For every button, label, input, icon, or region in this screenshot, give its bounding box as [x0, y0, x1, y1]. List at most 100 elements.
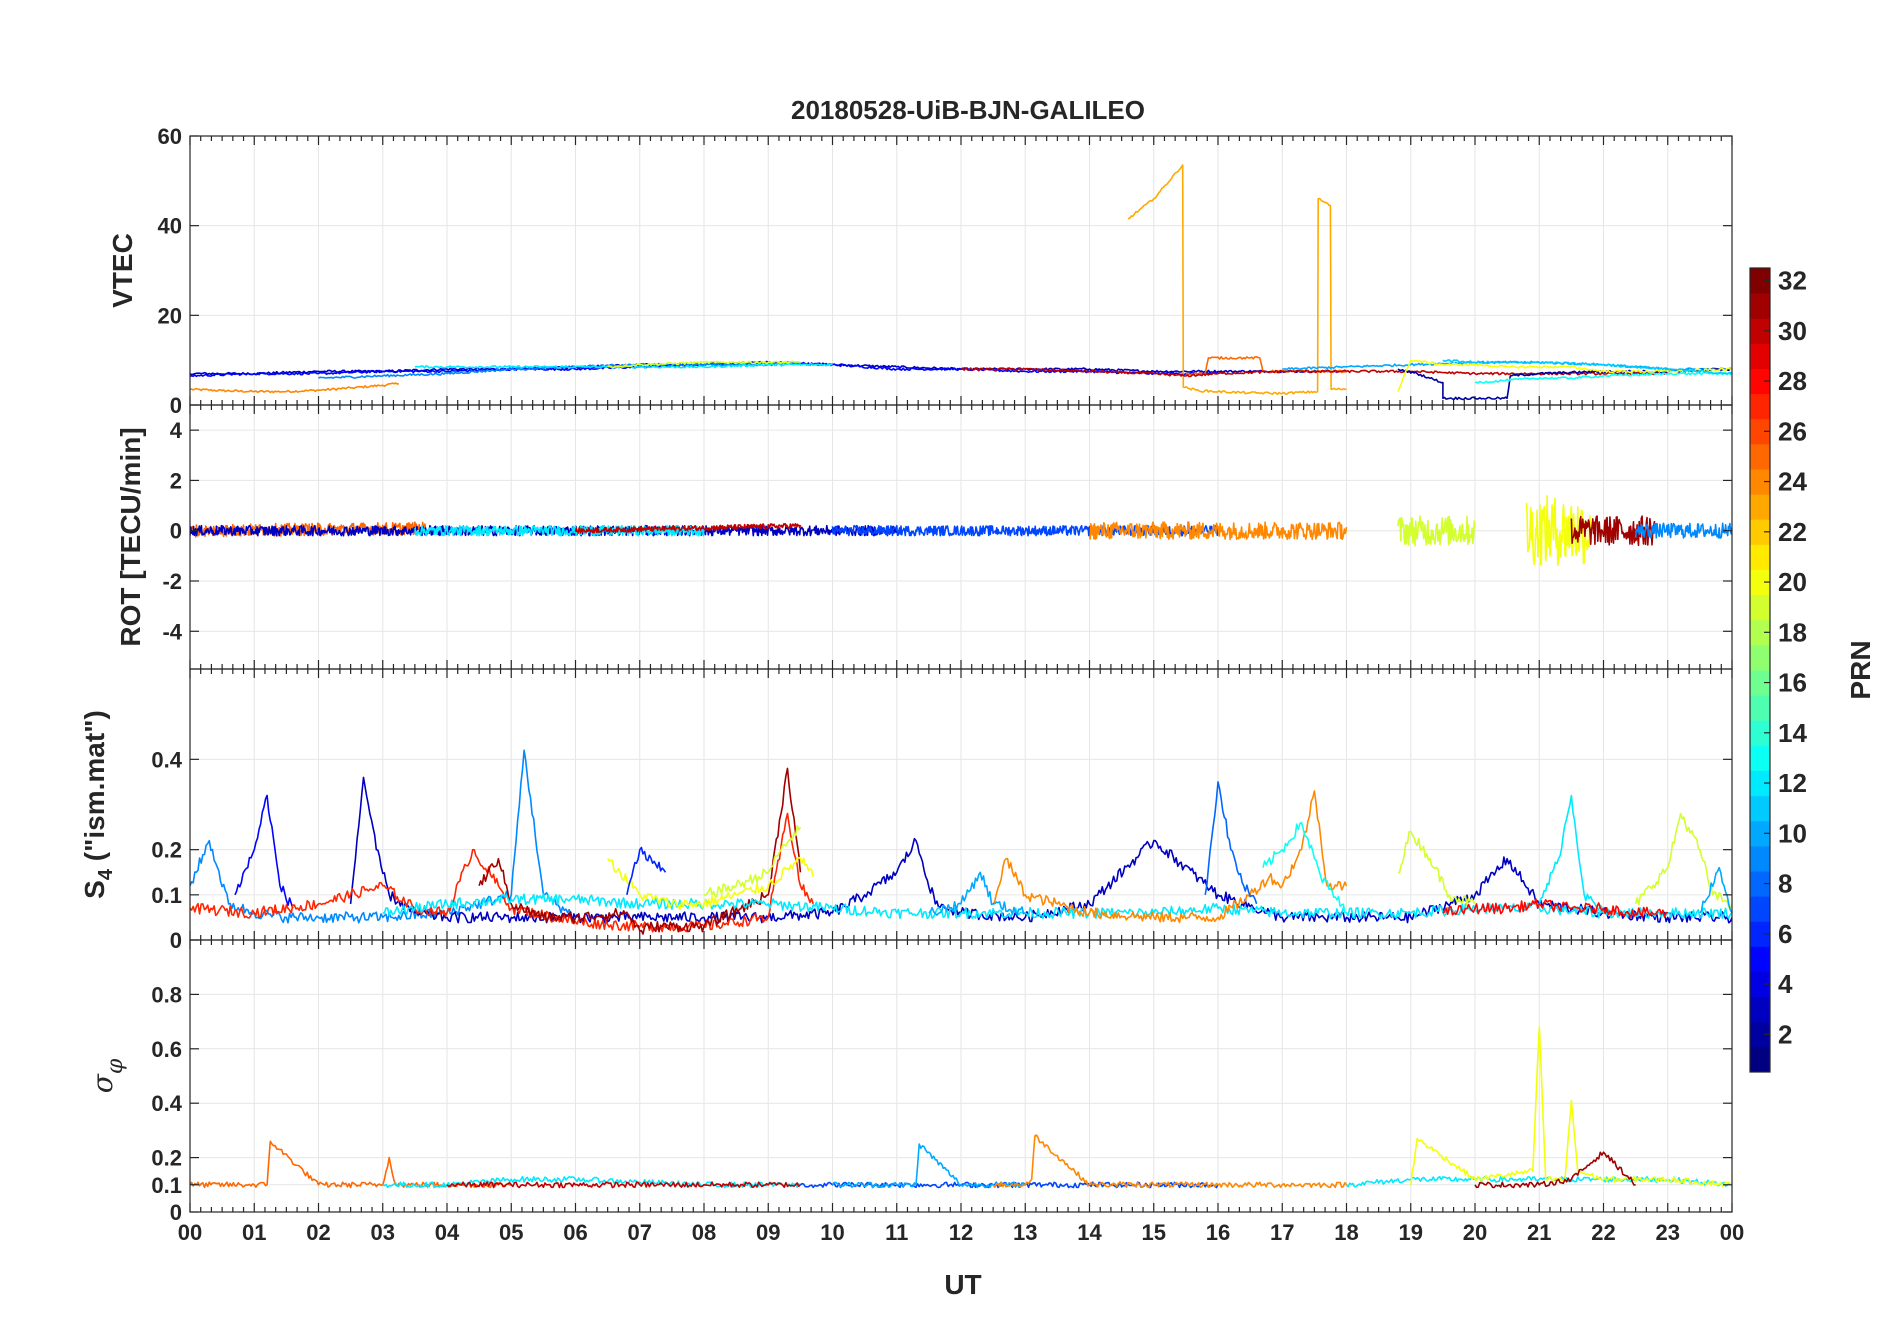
y-axis-label-vtec: VTEC: [107, 233, 138, 308]
colorbar-tick-label: 12: [1778, 768, 1807, 798]
colorbar-tick-label: 28: [1778, 366, 1807, 396]
colorbar-swatch: [1750, 921, 1770, 947]
y-tick-label: -2: [162, 569, 182, 594]
y-tick-label: 0.1: [151, 883, 182, 908]
x-tick-label: 21: [1527, 1220, 1551, 1245]
x-tick-label: 10: [820, 1220, 844, 1245]
series-line-prn-5: [234, 794, 294, 909]
y-tick-label: 60: [158, 124, 182, 149]
colorbar-swatch: [1750, 1046, 1770, 1073]
colorbar-tick-label: 6: [1778, 919, 1792, 949]
x-tick-label: 12: [949, 1220, 973, 1245]
colorbar-tick-label: 18: [1778, 617, 1807, 647]
series-line-prn-23: [1127, 164, 1347, 396]
colorbar-swatch: [1750, 469, 1770, 495]
x-tick-label: 13: [1013, 1220, 1037, 1245]
series-line-prn-8: [1204, 781, 1258, 905]
series-line-prn-24: [190, 382, 400, 394]
grid-vtec: [189, 135, 1733, 406]
colorbar-swatch: [1750, 519, 1770, 545]
colorbar-tick-label: 8: [1778, 869, 1792, 899]
x-tick-label: 19: [1399, 1220, 1423, 1245]
y-tick-label: 20: [158, 303, 182, 328]
colorbar-swatch: [1750, 619, 1770, 646]
panel-s4: 0 0.1 0.2 0.4 S4 ("ism.mat"): [79, 668, 1733, 953]
series-line-prn-3: [190, 524, 898, 537]
colorbar-swatch: [1750, 343, 1770, 369]
y-tick-label: 0.1: [151, 1173, 182, 1198]
x-tick-label: 18: [1334, 1220, 1358, 1245]
colorbar-tick-label: 16: [1778, 668, 1807, 698]
y-tick-label: 0: [170, 1200, 182, 1225]
colorbar-swatch: [1750, 720, 1770, 746]
series-line-prn-10: [831, 1143, 1026, 1189]
ticks-rot: [189, 405, 1733, 669]
series-line-prn-13: [1474, 371, 1732, 384]
colorbar-tick-label: 14: [1778, 718, 1807, 748]
x-tick-label: 16: [1206, 1220, 1230, 1245]
x-tick-labels: 00 01 02 03 04 05 06 07 08 09 10 11 12 13 14 15 16 17 18 19…: [178, 1220, 1744, 1245]
series-group-sigma: [190, 1026, 1732, 1189]
series-line-prn-19: [1634, 812, 1732, 909]
chart-title: 20180528-UiB-BJN-GALILEO: [791, 95, 1145, 125]
ticks-sigma: [189, 940, 1733, 1213]
colorbar-swatch: [1750, 268, 1770, 294]
colorbar-swatch: [1750, 745, 1770, 771]
y-tick-label: 0.4: [151, 1091, 182, 1116]
series-line-prn-11: [1442, 359, 1732, 375]
y-tick-label: 0: [170, 519, 182, 544]
colorbar-frame: [1749, 267, 1771, 1073]
ticks-s4: [189, 669, 1733, 941]
colorbar-swatch: [1750, 946, 1770, 972]
x-tick-label: 05: [499, 1220, 523, 1245]
y-axis-label-sigma: σφ: [86, 1058, 128, 1093]
x-tick-label: 01: [242, 1220, 266, 1245]
grid-rot: [189, 405, 1733, 669]
series-line-prn-24: [1088, 521, 1348, 541]
series-line-prn-19: [703, 824, 802, 898]
colorbar-swatch: [1750, 318, 1770, 344]
series-group-vtec: [190, 164, 1732, 401]
series-line-prn-25: [190, 1140, 512, 1189]
series-line-prn-27: [190, 812, 814, 933]
colorbar-swatch: [1750, 896, 1770, 922]
series-line-prn-20: [1410, 1026, 1732, 1187]
series-line-prn-20: [606, 856, 814, 911]
colorbar-tick-label: 4: [1778, 969, 1793, 999]
ticks-vtec: [189, 135, 1733, 406]
colorbar-label: PRN: [1845, 640, 1876, 699]
colorbar-tick-label: 26: [1778, 416, 1807, 446]
series-line-prn-20: [1397, 359, 1732, 392]
colorbar-swatch: [1750, 845, 1770, 872]
series-line-prn-13: [1262, 821, 1347, 914]
colorbar-swatch: [1750, 494, 1770, 520]
colorbar-swatch: [1750, 695, 1770, 721]
colorbar-swatch: [1750, 368, 1770, 395]
y-tick-label: -4: [162, 619, 182, 644]
series-line-prn-6: [626, 846, 667, 895]
series-line-prn-10: [928, 871, 1026, 916]
colorbar-swatch: [1750, 594, 1770, 621]
colorbar-tick-label: 32: [1778, 266, 1807, 296]
y-tick-label: 0.6: [151, 1037, 182, 1062]
y-axis-label-s4: S4 ("ism.mat"): [79, 710, 117, 899]
panel-sigma: 00.10.2 0.4 0.6 0.8 σφ: [86, 939, 1733, 1225]
x-tick-label: 07: [628, 1220, 652, 1245]
y-tick-label: 0.4: [151, 747, 182, 772]
colorbar-swatch: [1750, 1021, 1770, 1048]
x-tick-label: 03: [371, 1220, 395, 1245]
x-axis-label: UT: [944, 1269, 981, 1300]
y-tick-label: 0.8: [151, 982, 182, 1007]
colorbar-swatch: [1750, 795, 1770, 822]
x-tick-label: 20: [1463, 1220, 1487, 1245]
series-line-prn-19: [607, 360, 801, 369]
series-line-prn-30: [446, 1181, 801, 1189]
series-line-prn-28: [1442, 898, 1668, 919]
panel-vtec: 0 20 40 60 VTEC: [107, 124, 1733, 418]
series-line-prn-10: [1699, 866, 1732, 914]
x-tick-label: 02: [306, 1220, 330, 1245]
series-line-prn-24: [992, 790, 1348, 924]
y-tick-label: 0.2: [151, 838, 182, 863]
